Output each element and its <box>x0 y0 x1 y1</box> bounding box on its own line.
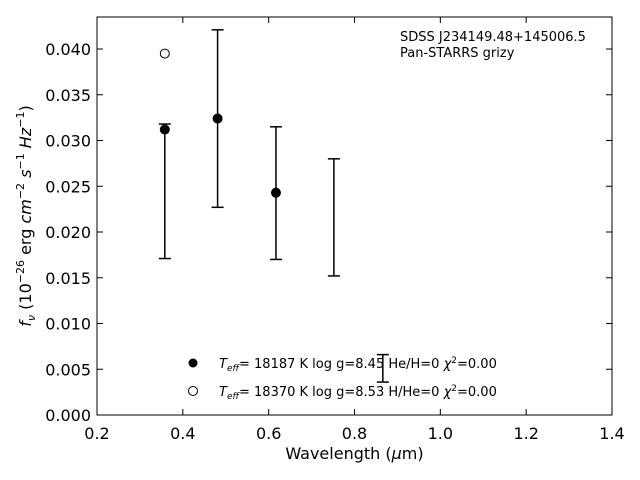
error-bar <box>327 158 340 277</box>
error-bars <box>158 29 389 383</box>
x-tick-label: 0.4 <box>170 424 195 443</box>
x-tick-label: 0.8 <box>342 424 367 443</box>
plot-frame <box>96 16 613 416</box>
y-tick-label: 0.000 <box>45 406 91 425</box>
axis-ticks: 0.2 0.4 0.6 0.8 1.0 1.2 1.4 0.000 0.005 0.010 0.01… <box>45 17 625 443</box>
x-tick-label: 0.2 <box>84 424 109 443</box>
open-model-point <box>159 48 170 59</box>
error-bar <box>158 123 171 260</box>
data-points <box>159 48 281 198</box>
legend-marker-filled <box>188 358 198 368</box>
x-tick-label: 1.0 <box>428 424 453 443</box>
y-tick-label: 0.040 <box>45 40 91 59</box>
y-tick-label: 0.035 <box>45 86 91 105</box>
legend-marker-open <box>188 386 198 396</box>
y-tick-label: 0.005 <box>45 360 91 379</box>
x-tick-label: 0.6 <box>256 424 281 443</box>
y-tick-label: 0.025 <box>45 177 91 196</box>
legend-label-2: Teff= 18370 K log g=8.53 H/He=0 χ2=0.00 <box>219 384 497 402</box>
y-tick-label: 0.030 <box>45 132 91 151</box>
legend: Teff= 18187 K log g=8.45 He/H=0 χ2=0.00 … <box>188 356 497 402</box>
filled-model-point <box>159 124 170 135</box>
y-tick-label: 0.020 <box>45 223 91 242</box>
annotation-survey: Pan-STARRS grizy <box>400 46 515 61</box>
filled-model-point <box>212 113 223 124</box>
filled-model-point <box>270 187 281 198</box>
y-tick-label: 0.015 <box>45 269 91 288</box>
error-bar <box>376 353 389 383</box>
x-tick-label: 1.4 <box>599 424 624 443</box>
y-axis-title: fν (10−26 erg cm−2 s−1 Hz−1) <box>14 105 38 326</box>
x-tick-label: 1.2 <box>513 424 538 443</box>
y-tick-label: 0.010 <box>45 315 91 334</box>
annotation-object-name: SDSS J234149.48+145006.5 <box>400 30 586 45</box>
legend-label-1: Teff= 18187 K log g=8.45 He/H=0 χ2=0.00 <box>219 356 497 374</box>
x-axis-title: Wavelength (μm) <box>285 444 423 463</box>
